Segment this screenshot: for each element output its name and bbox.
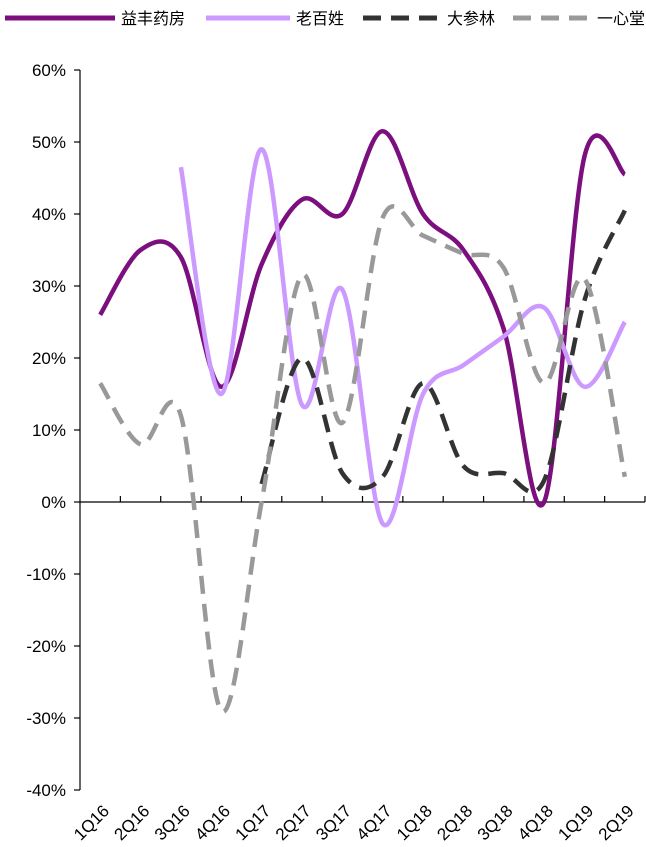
x-tick-label: 4Q17 xyxy=(353,801,396,844)
y-tick-label: 0% xyxy=(41,493,66,512)
x-tick-label: 1Q19 xyxy=(554,801,597,844)
y-tick-label: -20% xyxy=(26,637,66,656)
x-tick-label: 2Q17 xyxy=(272,801,315,844)
legend-label: 大参林 xyxy=(447,9,495,28)
legend-label: 益丰药房 xyxy=(121,9,185,28)
series-line-2 xyxy=(178,146,627,528)
y-tick-label: 20% xyxy=(32,349,66,368)
legend-label: 老百姓 xyxy=(296,9,344,28)
x-tick-label: 1Q16 xyxy=(70,801,113,844)
x-tick-label: 1Q17 xyxy=(232,801,275,844)
x-tick-label: 3Q18 xyxy=(474,801,517,844)
series-line-4 xyxy=(98,204,628,714)
x-tick-label: 2Q19 xyxy=(595,801,638,844)
y-tick-label: 40% xyxy=(32,205,66,224)
x-tick-label: 1Q18 xyxy=(393,801,436,844)
y-tick-label: -40% xyxy=(26,781,66,800)
y-tick-label: 60% xyxy=(32,61,66,80)
legend: 益丰药房 老百姓 大参林 一心堂 xyxy=(5,9,645,28)
legend-label: 一心堂 xyxy=(597,9,645,28)
x-tick-label: 4Q16 xyxy=(191,801,234,844)
y-tick-label: 10% xyxy=(32,421,66,440)
y-tick-label: 50% xyxy=(32,133,66,152)
y-tick-label: -10% xyxy=(26,565,66,584)
series-line-3 xyxy=(259,209,627,495)
x-tick-label: 2Q18 xyxy=(433,801,476,844)
x-tick-label: 2Q16 xyxy=(111,801,154,844)
x-tick-label: 3Q16 xyxy=(151,801,194,844)
x-tick-label: 4Q18 xyxy=(514,801,557,844)
y-tick-label: 30% xyxy=(32,277,66,296)
series-layer xyxy=(98,128,628,714)
y-tick-label: -30% xyxy=(26,709,66,728)
x-tick-label: 3Q17 xyxy=(312,801,355,844)
